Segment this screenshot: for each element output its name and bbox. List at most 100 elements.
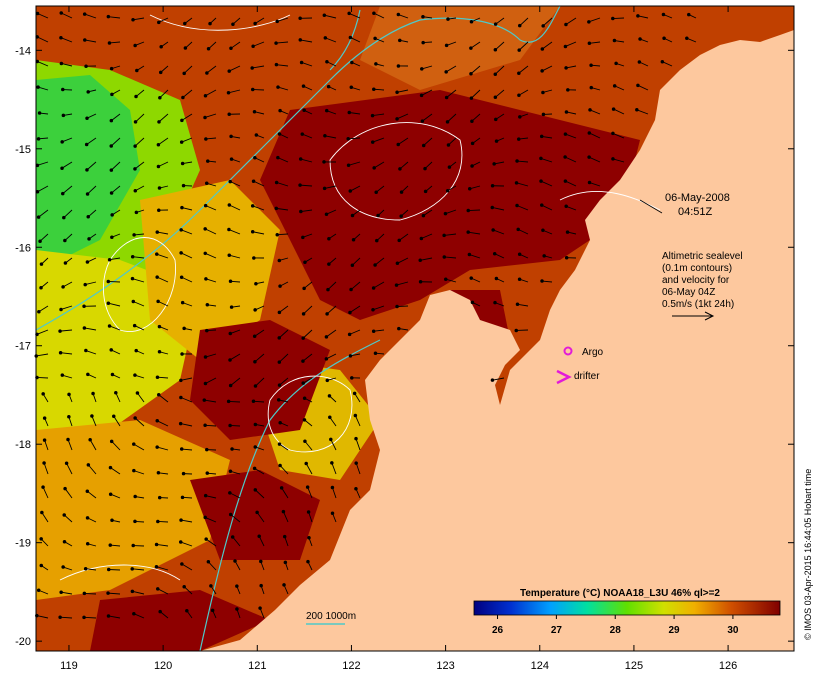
velocity-arrow: [300, 158, 313, 163]
velocity-arrow: [254, 353, 265, 363]
velocity-arrow-head: [82, 615, 86, 620]
velocity-arrow-head: [133, 494, 137, 499]
velocity-arrow-head: [442, 255, 447, 259]
velocity-arrow: [276, 64, 289, 67]
velocity-arrow-head: [90, 414, 94, 418]
velocity-arrow-head: [421, 143, 426, 148]
velocity-arrow-head: [64, 461, 69, 466]
velocity-arrow: [156, 544, 169, 547]
lat-tick-label: -20: [15, 636, 31, 648]
velocity-arrow: [60, 329, 73, 332]
velocity-arrow-head: [39, 286, 43, 290]
velocity-arrow: [349, 305, 361, 313]
velocity-arrow-head: [35, 189, 40, 194]
velocity-arrow-head: [611, 107, 616, 111]
colorbar-tick-label: 27: [551, 625, 563, 636]
velocity-arrow-head: [228, 491, 232, 495]
velocity-arrow: [158, 137, 169, 146]
velocity-arrow: [109, 257, 121, 261]
velocity-arrow: [183, 586, 193, 595]
velocity-arrow-head: [61, 565, 65, 569]
velocity-arrow-head: [396, 12, 401, 17]
velocity-arrow-head: [156, 519, 160, 524]
date-pointer: [639, 199, 663, 214]
velocity-arrow: [205, 278, 217, 283]
velocity-arrow-head: [614, 61, 618, 66]
velocity-arrow-head: [251, 44, 255, 49]
velocity-arrow: [397, 257, 409, 264]
velocity-arrow-head: [226, 399, 231, 404]
velocity-arrow-head: [109, 66, 114, 71]
velocity-arrow-head: [277, 336, 281, 340]
velocity-arrow-head: [182, 584, 186, 589]
velocity-arrow-head: [60, 373, 65, 377]
velocity-arrow: [304, 440, 313, 451]
velocity-arrow-head: [373, 351, 378, 355]
velocity-arrow: [87, 490, 97, 499]
velocity-arrow: [159, 89, 169, 99]
velocity-arrow-head: [277, 132, 282, 136]
velocity-arrow: [255, 489, 265, 499]
velocity-arrow-head: [517, 252, 522, 257]
velocity-arrow: [445, 65, 457, 73]
velocity-arrow-head: [494, 276, 499, 281]
velocity-arrow: [302, 353, 313, 362]
velocity-arrow-head: [110, 372, 115, 377]
velocity-arrow: [91, 415, 97, 427]
velocity-arrow: [228, 400, 241, 403]
velocity-arrow: [180, 252, 193, 259]
velocity-arrow-head: [130, 276, 135, 281]
velocity-arrow-head: [228, 179, 232, 184]
velocity-arrow: [326, 305, 337, 315]
velocity-arrow: [258, 536, 265, 547]
velocity-arrow: [444, 233, 457, 236]
velocity-arrow-head: [302, 286, 306, 291]
velocity-arrow: [279, 377, 289, 386]
velocity-arrow: [84, 592, 97, 595]
velocity-arrow-head: [203, 115, 207, 120]
velocity-arrow-head: [159, 44, 163, 49]
velocity-arrow: [517, 303, 529, 307]
velocity-arrow-head: [327, 394, 332, 398]
velocity-arrow-head: [41, 392, 45, 396]
velocity-arrow-head: [300, 132, 305, 136]
velocity-arrow: [62, 137, 73, 143]
velocity-arrow-head: [107, 257, 112, 262]
velocity-arrow-head: [39, 537, 43, 541]
velocity-arrow-head: [110, 92, 114, 97]
velocity-arrow-head: [395, 90, 399, 95]
velocity-arrow-head: [349, 85, 354, 90]
velocity-arrow-head: [61, 113, 66, 118]
velocity-arrow-head: [323, 134, 327, 138]
velocity-arrow: [158, 113, 169, 123]
velocity-arrow-head: [86, 90, 90, 94]
velocity-arrow: [300, 184, 313, 187]
velocity-arrow: [326, 329, 337, 338]
velocity-arrow-head: [84, 348, 88, 353]
velocity-arrow-head: [252, 256, 256, 260]
velocity-arrow-head: [564, 66, 568, 70]
velocity-arrow-head: [274, 180, 279, 185]
velocity-arrow-head: [38, 239, 42, 243]
velocity-arrow-head: [612, 38, 617, 43]
velocity-arrow-head: [469, 96, 474, 100]
velocity-arrow: [326, 353, 337, 360]
velocity-arrow-head: [109, 144, 113, 148]
velocity-arrow: [252, 65, 265, 69]
velocity-arrow-head: [62, 539, 67, 544]
velocity-arrow: [471, 113, 481, 122]
velocity-arrow-head: [638, 37, 642, 41]
velocity-arrow-head: [685, 36, 689, 40]
velocity-arrow-head: [329, 437, 333, 442]
velocity-arrow: [637, 84, 649, 91]
velocity-arrow-head: [36, 588, 41, 592]
velocity-arrow-head: [83, 566, 88, 571]
velocity-arrow: [495, 89, 505, 98]
velocity-arrow-head: [372, 87, 376, 91]
velocity-arrow-head: [395, 261, 400, 266]
velocity-arrow: [305, 463, 313, 475]
velocity-arrow-head: [179, 395, 183, 400]
velocity-arrow: [205, 205, 217, 211]
velocity-arrow-head: [445, 189, 450, 193]
velocity-arrow: [542, 17, 553, 27]
